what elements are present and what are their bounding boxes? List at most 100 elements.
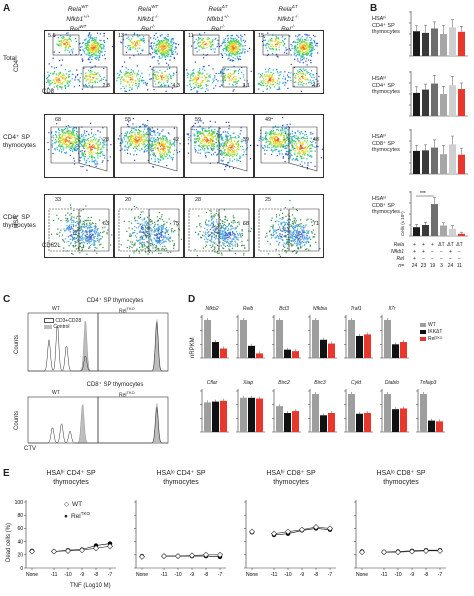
b-bar bbox=[449, 228, 456, 236]
gate-percent-right: 42 bbox=[172, 137, 179, 143]
gene-label-2-4: Cyld bbox=[350, 380, 361, 386]
gene-label-2-0: Cflar bbox=[206, 380, 218, 386]
wt-point bbox=[202, 551, 210, 558]
gate-percent-right: 3.1 bbox=[242, 83, 250, 89]
e-chart-title-2: HSAʰⁱ CD8⁺ SP bbox=[266, 470, 316, 477]
gate-percent-right: 2.8 bbox=[102, 83, 110, 89]
e-xtick: -10 bbox=[64, 572, 71, 578]
wt-point bbox=[64, 547, 72, 554]
gene-label-2-6: Tnfaip3 bbox=[419, 380, 437, 386]
e-legend-item: ◇ WT bbox=[64, 500, 90, 509]
b-chart-3: *** bbox=[409, 191, 468, 237]
e-xtick: -11 bbox=[271, 572, 278, 578]
d-ylabel: nRPKM bbox=[190, 337, 196, 358]
gene-bar bbox=[204, 402, 211, 432]
gene-bar bbox=[292, 351, 299, 358]
e-xtick: None bbox=[136, 572, 148, 578]
gene-label-1-0: Nfkb2 bbox=[205, 306, 219, 312]
facs-plot-r0-c0: 5.5 2.8 bbox=[44, 30, 114, 94]
e-xtick: -10 bbox=[394, 572, 401, 578]
wt-point bbox=[50, 548, 58, 555]
facs-plot-r1-c1: 55 42 bbox=[114, 114, 184, 178]
gate-percent-left: 68 bbox=[55, 117, 62, 123]
b-bar bbox=[449, 144, 456, 174]
gene-bar bbox=[392, 409, 399, 432]
facs-row-label-1: CD4⁺ SP thymocytes bbox=[3, 134, 36, 149]
genotype-line: RelaWT bbox=[137, 4, 159, 14]
gene-bar bbox=[212, 401, 219, 432]
gene-bar bbox=[420, 394, 427, 432]
b-table-cell: 3 bbox=[440, 263, 443, 269]
e-chart-subtitle-2: thymocytes bbox=[273, 479, 309, 486]
gate-percent-left: 33 bbox=[55, 197, 62, 203]
b-table-cell: − bbox=[440, 249, 443, 255]
gate-percent-right: 71 bbox=[312, 221, 319, 227]
b-bar bbox=[440, 34, 447, 56]
b-bar bbox=[458, 31, 465, 56]
gene-bar bbox=[248, 397, 255, 432]
wt-point bbox=[326, 525, 334, 532]
e-ytick: 100 bbox=[15, 500, 24, 506]
facs-row-label-0: Total bbox=[3, 55, 17, 62]
genotype-line: Rel-/- bbox=[211, 24, 225, 33]
stimulated-histogram bbox=[28, 326, 98, 372]
gene-bar bbox=[276, 406, 283, 432]
b-bar bbox=[449, 27, 456, 56]
b-table-cell: ΔT bbox=[456, 242, 463, 248]
gene-bar bbox=[312, 394, 319, 432]
b-chart-label-1: HSAˡᵒ CD4⁺ SP thymocytes bbox=[372, 76, 400, 95]
b-table-cell: + bbox=[449, 249, 452, 255]
filled-circle-icon: ● bbox=[64, 513, 68, 521]
genotype-line: Nfkb1+/+ bbox=[66, 14, 90, 24]
b-chart-label-0: HSAʰⁱ CD4⁺ SP thymocytes bbox=[372, 16, 400, 35]
b-bar bbox=[431, 83, 438, 116]
b-table-cell: − bbox=[458, 249, 461, 255]
b-chart-0 bbox=[409, 11, 468, 57]
b-chart-2 bbox=[409, 129, 468, 175]
genotype-line: Rel-/- bbox=[141, 24, 155, 33]
wt-point bbox=[284, 528, 292, 535]
facs-plot-r1-c0: 68 28 bbox=[44, 114, 114, 178]
facs-density bbox=[186, 32, 252, 93]
wt-point bbox=[394, 549, 402, 556]
wt-point bbox=[408, 548, 416, 555]
gene-bar bbox=[364, 334, 371, 358]
gene-chart-1-4 bbox=[344, 315, 373, 359]
gate-percent-left: 28 bbox=[195, 197, 202, 203]
e-xtick: -11 bbox=[51, 572, 58, 578]
e-xtick: -11 bbox=[161, 572, 168, 578]
e-chart-title-3: HSAˡᵒ CD8⁺ SP bbox=[376, 470, 426, 477]
gene-bar bbox=[320, 339, 327, 358]
gene-bar bbox=[400, 408, 407, 432]
e-legend-item: ● RelTKO bbox=[64, 509, 90, 521]
b-table-cell: + bbox=[413, 256, 416, 262]
d-legend-text: Relᵀᴷᴼ bbox=[428, 336, 443, 342]
e-xtick: -7 bbox=[218, 572, 223, 578]
gene-bar bbox=[348, 394, 355, 432]
b-bar bbox=[422, 225, 429, 236]
panel-c-top-title: CD4⁺ SP thymocytes bbox=[86, 298, 144, 304]
b-table-cell: ΔT bbox=[447, 242, 454, 248]
gene-label-2-2: Birc2 bbox=[278, 380, 290, 386]
gene-bar bbox=[348, 320, 355, 358]
panel-e-label: E bbox=[3, 468, 10, 479]
gene-label-1-1: Relb bbox=[242, 306, 254, 312]
gate-percent-left: 20 bbox=[125, 197, 132, 203]
facs-plot-r2-c0: 33 63 bbox=[44, 194, 114, 258]
e-ytick: 20 bbox=[17, 553, 23, 559]
gene-chart-2-6 bbox=[416, 389, 445, 433]
genotype-line: Nfkb1-/- bbox=[277, 14, 299, 24]
c-bottom-counts-label: Counts bbox=[14, 410, 20, 430]
b-bar bbox=[413, 31, 420, 56]
gene-bar bbox=[428, 420, 435, 432]
facs-row-label-2: CD8⁺ SP thymocytes bbox=[3, 214, 36, 229]
e-legend-text: Rel bbox=[70, 513, 81, 521]
b-table-cell: ΔT bbox=[438, 242, 445, 248]
stimulated-histogram bbox=[98, 322, 168, 372]
b-bar bbox=[440, 94, 447, 116]
e-chart-title-0: HSAʰⁱ CD4⁺ SP bbox=[46, 470, 96, 477]
wt-point bbox=[436, 547, 444, 554]
wt-point bbox=[174, 553, 182, 560]
